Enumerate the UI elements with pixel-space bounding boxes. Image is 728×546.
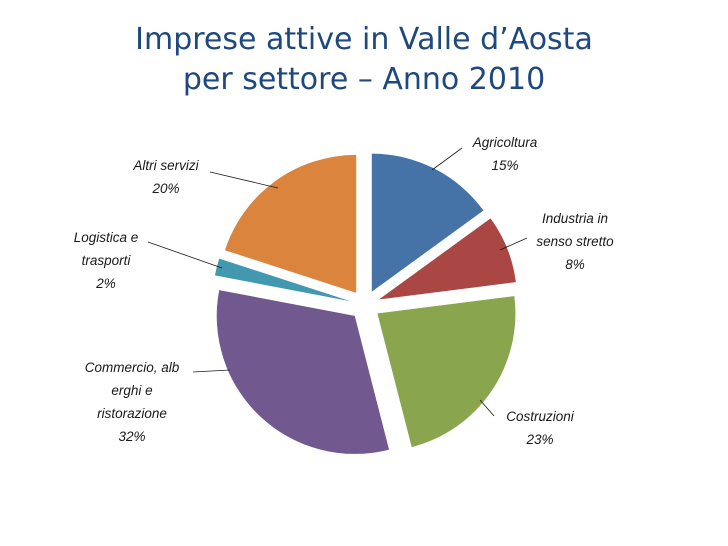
slice-label-5-line-2: trasporti xyxy=(82,253,132,268)
slice-label-3-line-2: 23% xyxy=(525,432,553,447)
slice-label-3-line-1: Costruzioni xyxy=(506,409,575,424)
slice-label-5: Logistica e trasporti 2% xyxy=(74,230,139,291)
chart-title-line-2: per settore – Anno 2010 xyxy=(182,62,546,97)
slice-label-3: Costruzioni 23% xyxy=(506,409,575,447)
leader-line-6 xyxy=(209,171,279,189)
slice-label-2: Industria in senso stretto 8% xyxy=(536,211,614,272)
slice-label-2-line-3: 8% xyxy=(565,257,585,272)
slice-label-5-line-3: 2% xyxy=(95,276,116,291)
slice-label-1-line-2: 15% xyxy=(491,158,518,173)
slice-label-4-line-2: erghi e xyxy=(111,383,152,398)
pie-slice-3 xyxy=(377,296,516,448)
slice-label-6-line-2: 20% xyxy=(151,181,179,196)
pie-slice-4 xyxy=(216,290,390,454)
leader-line-2 xyxy=(499,237,528,251)
slice-label-2-line-2: senso stretto xyxy=(536,234,614,249)
leader-line-5 xyxy=(147,241,223,269)
pie-slice-5 xyxy=(214,258,351,302)
slice-label-1-line-1: Agricoltura xyxy=(472,135,538,150)
slice-label-4-line-4: 32% xyxy=(118,429,145,444)
pie-slice-2 xyxy=(378,218,516,300)
slice-label-4-line-1: Commercio, alb xyxy=(85,360,180,375)
slice-label-4: Commercio, alb erghi e ristorazione 32% xyxy=(85,360,180,444)
slice-label-6: Altri servizi 20% xyxy=(132,158,199,196)
chart-title: Imprese attive in Valle d’Aosta per sett… xyxy=(0,20,728,100)
pie-slice-1 xyxy=(371,153,484,292)
leader-line-4 xyxy=(192,369,231,373)
leader-line-1 xyxy=(431,147,463,171)
slice-label-5-line-1: Logistica e xyxy=(74,230,139,245)
pie-slice-6 xyxy=(224,154,357,293)
slice-label-4-line-3: ristorazione xyxy=(97,406,167,421)
slice-label-6-line-1: Altri servizi xyxy=(132,158,199,173)
slice-label-1: Agricoltura 15% xyxy=(472,135,538,173)
slice-label-2-line-1: Industria in xyxy=(542,211,608,226)
leader-line-3 xyxy=(479,399,495,417)
chart-title-line-1: Imprese attive in Valle d’Aosta xyxy=(135,22,593,57)
